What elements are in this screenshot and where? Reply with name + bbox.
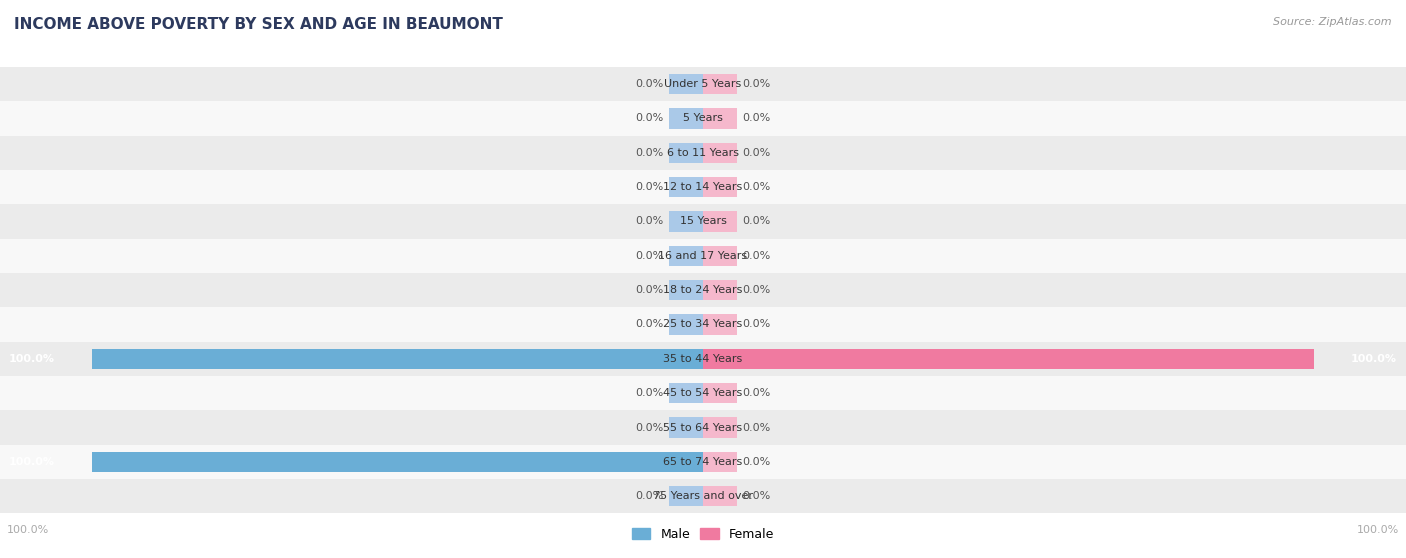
Text: 0.0%: 0.0% [636, 148, 664, 158]
Text: 15 Years: 15 Years [679, 217, 727, 227]
Text: 0.0%: 0.0% [742, 148, 770, 158]
Bar [669, 383, 703, 403]
Bar [91, 451, 703, 472]
Text: 12 to 14 Years: 12 to 14 Years [664, 182, 742, 192]
Bar [0, 376, 1406, 410]
Text: 100.0%: 100.0% [1357, 525, 1399, 535]
Text: 25 to 34 Years: 25 to 34 Years [664, 320, 742, 329]
Bar [0, 445, 1406, 479]
Bar [703, 246, 737, 266]
Bar [703, 211, 737, 232]
Bar [703, 177, 737, 198]
Bar [0, 307, 1406, 341]
Bar [669, 486, 703, 507]
Bar [669, 417, 703, 438]
Text: 0.0%: 0.0% [742, 285, 770, 295]
Text: 55 to 64 Years: 55 to 64 Years [664, 422, 742, 432]
Text: INCOME ABOVE POVERTY BY SEX AND AGE IN BEAUMONT: INCOME ABOVE POVERTY BY SEX AND AGE IN B… [14, 17, 503, 32]
Bar [0, 136, 1406, 170]
Text: 0.0%: 0.0% [636, 79, 664, 89]
Bar [669, 74, 703, 94]
Text: 0.0%: 0.0% [742, 79, 770, 89]
Bar [0, 239, 1406, 273]
Text: 100.0%: 100.0% [7, 525, 49, 535]
Text: 0.0%: 0.0% [742, 182, 770, 192]
Text: 0.0%: 0.0% [636, 320, 664, 329]
Text: 16 and 17 Years: 16 and 17 Years [658, 251, 748, 261]
Bar [0, 170, 1406, 204]
Bar [0, 67, 1406, 102]
Text: 0.0%: 0.0% [742, 457, 770, 467]
Bar [669, 211, 703, 232]
Text: 6 to 11 Years: 6 to 11 Years [666, 148, 740, 158]
Bar [703, 108, 737, 129]
Legend: Male, Female: Male, Female [627, 523, 779, 546]
Bar [703, 383, 737, 403]
Bar [0, 341, 1406, 376]
Text: Under 5 Years: Under 5 Years [665, 79, 741, 89]
Text: 0.0%: 0.0% [636, 217, 664, 227]
Text: 0.0%: 0.0% [636, 422, 664, 432]
Text: 0.0%: 0.0% [636, 182, 664, 192]
Bar [91, 349, 703, 369]
Bar [669, 280, 703, 300]
Text: 0.0%: 0.0% [742, 251, 770, 261]
Text: 0.0%: 0.0% [636, 491, 664, 501]
Text: 0.0%: 0.0% [636, 251, 664, 261]
Text: 75 Years and over: 75 Years and over [652, 491, 754, 501]
Text: 100.0%: 100.0% [10, 354, 55, 364]
Bar [703, 142, 737, 163]
Bar [0, 204, 1406, 239]
Bar [703, 314, 737, 335]
Bar [0, 479, 1406, 513]
Bar [703, 74, 737, 94]
Text: 0.0%: 0.0% [636, 285, 664, 295]
Bar [0, 273, 1406, 307]
Text: 100.0%: 100.0% [10, 457, 55, 467]
Text: 0.0%: 0.0% [742, 113, 770, 123]
Bar [669, 142, 703, 163]
Bar [0, 102, 1406, 136]
Text: 65 to 74 Years: 65 to 74 Years [664, 457, 742, 467]
Text: 0.0%: 0.0% [742, 422, 770, 432]
Bar [669, 177, 703, 198]
Bar [703, 417, 737, 438]
Text: 100.0%: 100.0% [1351, 354, 1396, 364]
Bar [669, 314, 703, 335]
Text: 0.0%: 0.0% [742, 388, 770, 398]
Text: 0.0%: 0.0% [636, 113, 664, 123]
Text: 5 Years: 5 Years [683, 113, 723, 123]
Bar [669, 246, 703, 266]
Text: 0.0%: 0.0% [742, 491, 770, 501]
Text: Source: ZipAtlas.com: Source: ZipAtlas.com [1274, 17, 1392, 27]
Text: 35 to 44 Years: 35 to 44 Years [664, 354, 742, 364]
Text: 0.0%: 0.0% [742, 320, 770, 329]
Bar [703, 451, 737, 472]
Bar [669, 108, 703, 129]
Text: 18 to 24 Years: 18 to 24 Years [664, 285, 742, 295]
Bar [703, 486, 737, 507]
Text: 45 to 54 Years: 45 to 54 Years [664, 388, 742, 398]
Bar [0, 410, 1406, 445]
Bar [703, 280, 737, 300]
Text: 0.0%: 0.0% [742, 217, 770, 227]
Bar [703, 349, 1315, 369]
Text: 0.0%: 0.0% [636, 388, 664, 398]
